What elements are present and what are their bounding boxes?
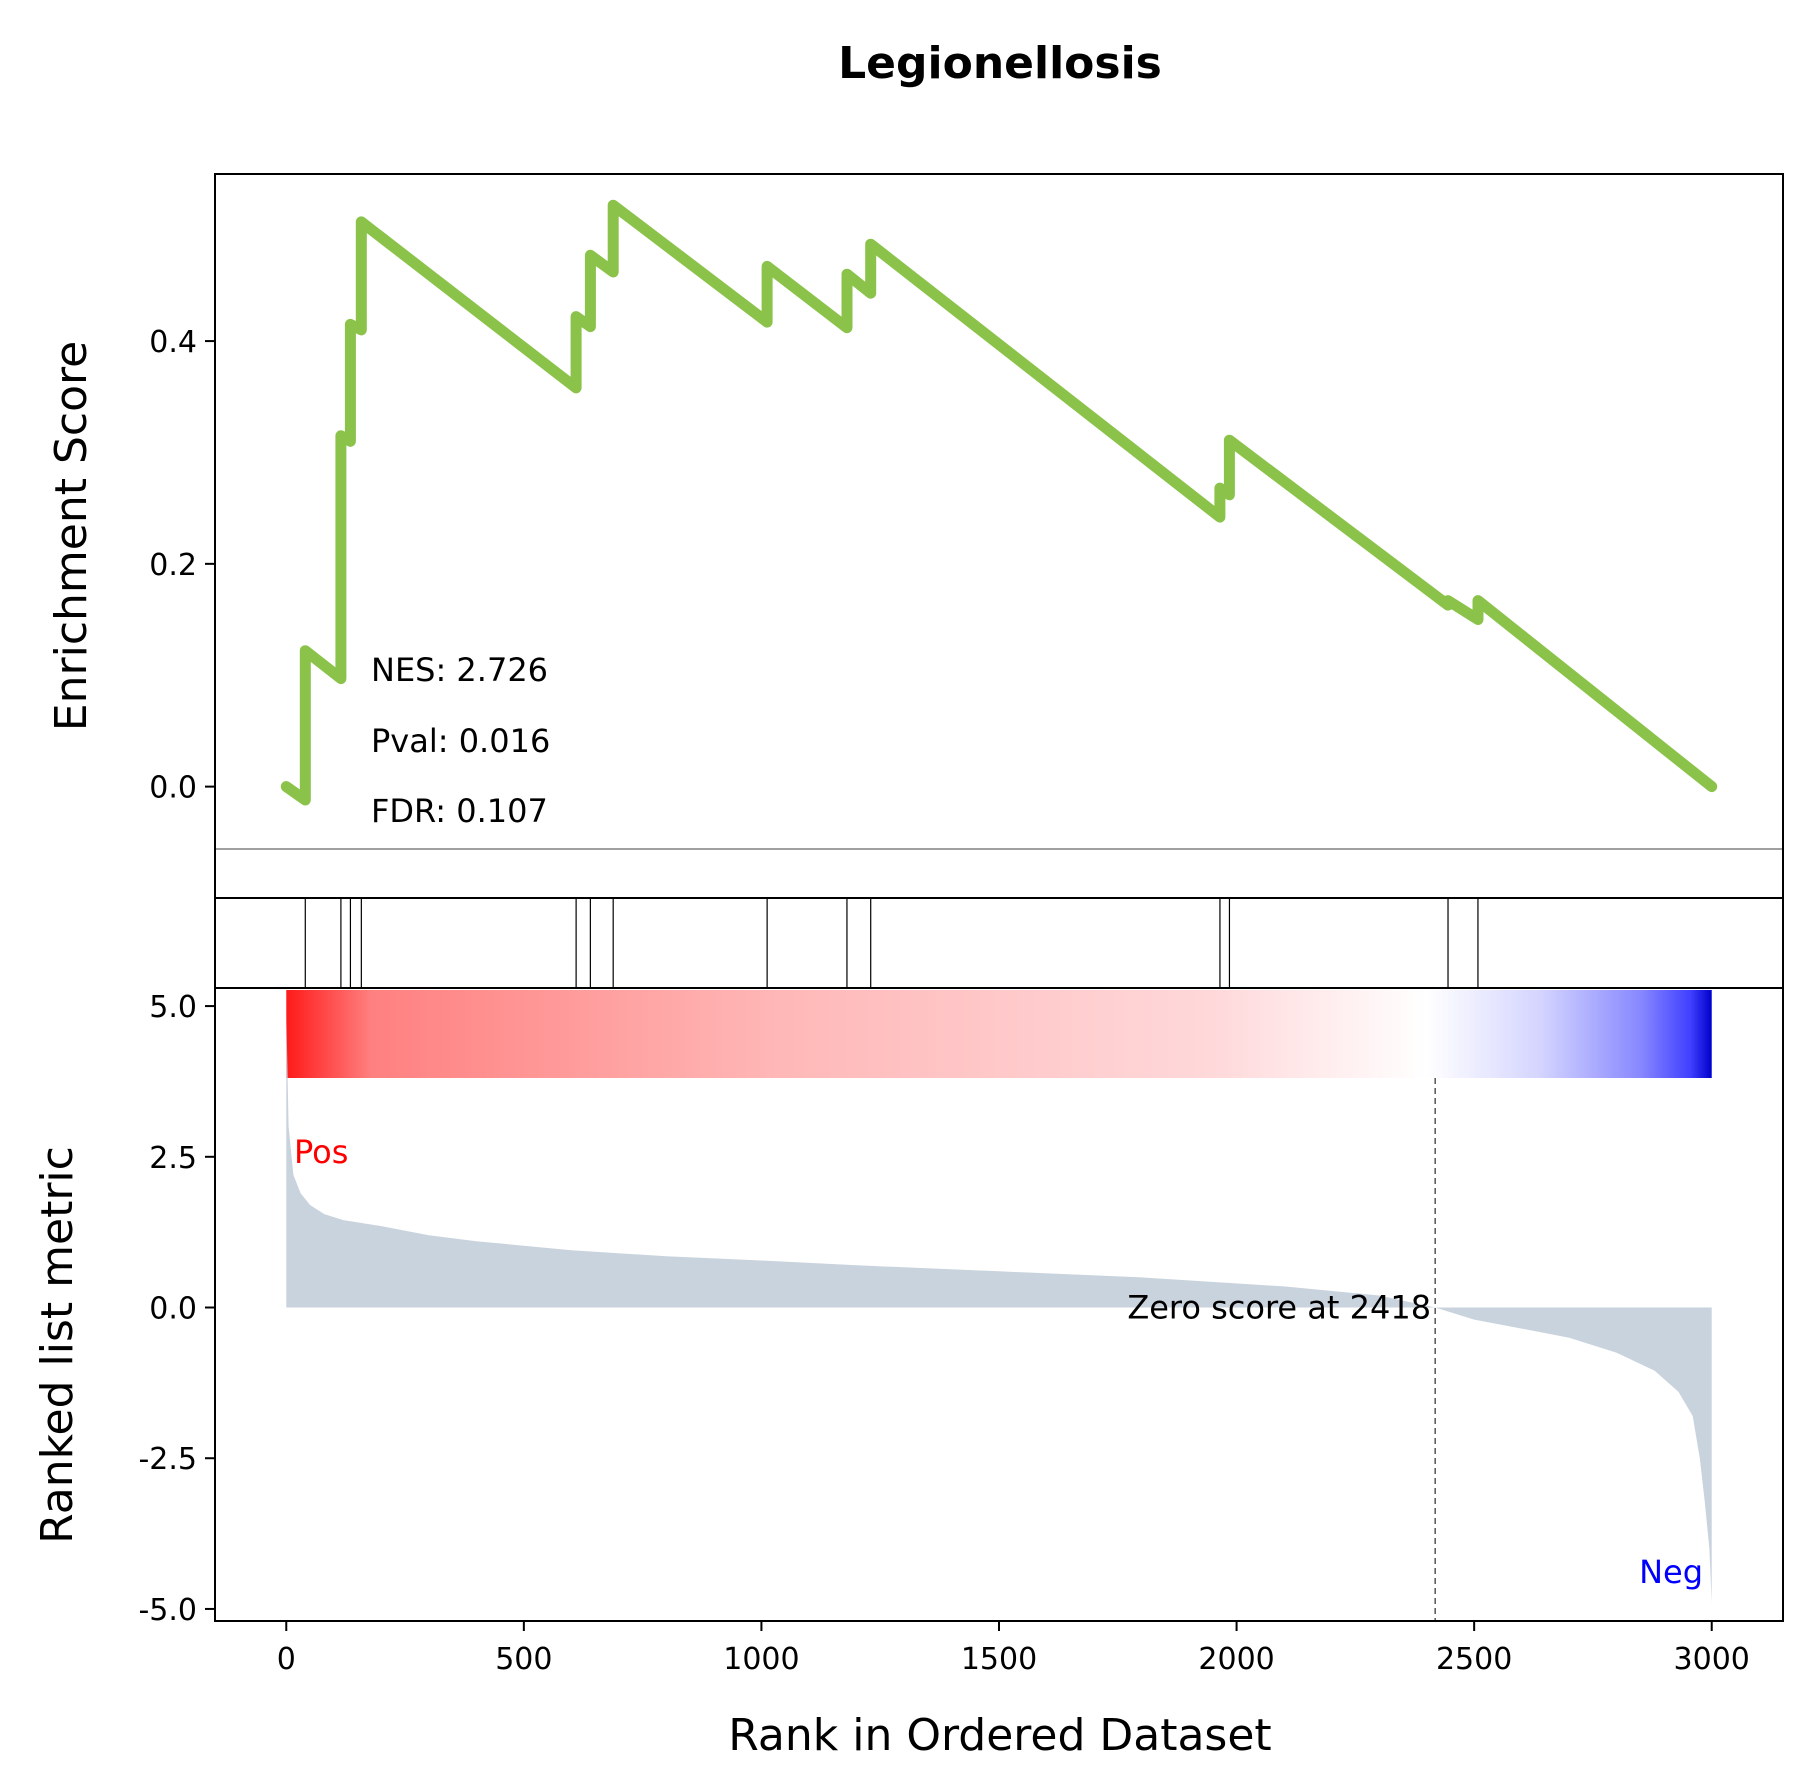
rank-y-tick-label: 2.5 xyxy=(149,1141,197,1176)
pval-stat: Pval: 0.016 xyxy=(371,722,550,760)
x-tick-label: 3000 xyxy=(1674,1642,1750,1677)
es-y-tick-label: 0.4 xyxy=(149,325,197,360)
fdr-stat: FDR: 0.107 xyxy=(371,792,548,830)
running-es-line xyxy=(280,199,1718,806)
nes-stat: NES: 2.726 xyxy=(371,651,548,689)
enrichment-panel-frame xyxy=(214,173,1784,899)
enrichment-panel: 0.0 0.2 0.4 NES: 2.726 Pval: 0.016 FDR: 0.… xyxy=(46,173,1784,899)
zero-cross-label: Zero score at 2418 xyxy=(1127,1289,1431,1327)
x-tick-label: 0 xyxy=(277,1642,296,1677)
hit-lines xyxy=(304,899,1479,987)
ranked-panel: Zero score at 2418 Pos Neg 5.0 2.5 0.0 -2.5… xyxy=(32,987,1784,1628)
es-y-axis-label: Enrichment Score xyxy=(46,341,97,731)
x-tick-label: 500 xyxy=(495,1642,552,1677)
rank-y-tick-label: -2.5 xyxy=(138,1442,197,1477)
rank-y-axis-label: Ranked list metric xyxy=(32,1146,83,1544)
pos-label: Pos xyxy=(294,1133,348,1171)
hit-panel xyxy=(214,897,1784,989)
es-y-tick-label: 0.2 xyxy=(149,548,197,583)
hit-panel-frame xyxy=(214,897,1784,989)
es-y-ticks: 0.0 0.2 0.4 xyxy=(149,325,215,806)
rank-y-tick-label: 0.0 xyxy=(149,1292,197,1327)
chart-title: Legionellosis xyxy=(838,38,1162,89)
rank-color-bar xyxy=(286,990,1712,1078)
x-tick-label: 1500 xyxy=(961,1642,1037,1677)
rank-y-tick-label: -5.0 xyxy=(138,1593,197,1628)
x-tick-label: 2000 xyxy=(1198,1642,1274,1677)
rank-y-tick-label: 5.0 xyxy=(149,990,197,1025)
es-y-tick-label: 0.0 xyxy=(149,771,197,806)
x-ticks: 0 500 1000 1500 2000 2500 3000 xyxy=(277,1621,1750,1677)
x-axis-label: Rank in Ordered Dataset xyxy=(728,1710,1271,1761)
x-tick-label: 2500 xyxy=(1436,1642,1512,1677)
ranked-metric-area xyxy=(286,1012,1712,1603)
neg-label: Neg xyxy=(1639,1553,1703,1591)
x-tick-label: 1000 xyxy=(723,1642,799,1677)
rank-y-ticks: 5.0 2.5 0.0 -2.5 -5.0 xyxy=(138,990,215,1628)
